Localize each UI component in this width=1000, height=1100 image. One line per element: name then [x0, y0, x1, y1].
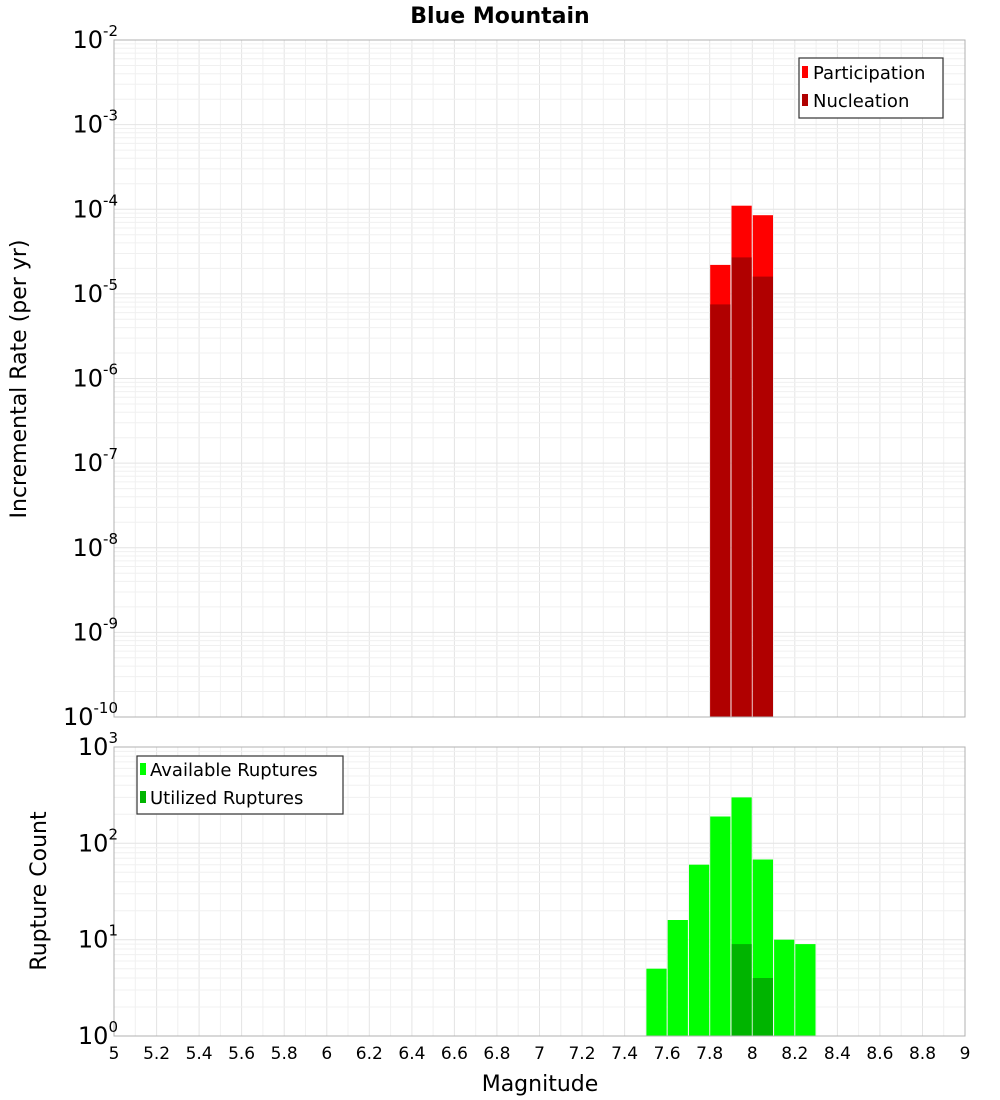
x-tick-label: 7	[534, 1044, 545, 1064]
x-tick-label: 8	[747, 1044, 758, 1064]
x-tick-label: 8.2	[781, 1044, 808, 1064]
x-tick-label: 5	[109, 1044, 120, 1064]
x-tick-labels: 5 5.2 5.4 5.6 5.8 6 6.2 6.4 6.6 6.8 7 7.2 7.4 7.6 7.8 8…	[109, 1044, 971, 1064]
legend-label-nucleation: Nucleation	[813, 91, 909, 112]
legend-swatch-nucleation	[802, 94, 808, 106]
x-tick-label: 7.4	[611, 1044, 638, 1064]
top-y-axis-label: Incremental Rate (per yr)	[7, 240, 32, 519]
legend-label-utilized-ruptures: Utilized Ruptures	[150, 788, 303, 809]
top-y-tick-label: 10-4	[72, 191, 118, 223]
available-ruptures-bar	[774, 939, 795, 1036]
top-gridlines	[113, 40, 966, 718]
x-tick-label: 5.8	[271, 1044, 298, 1064]
bottom-legend: Available Ruptures Utilized Ruptures	[136, 755, 344, 815]
top-y-tick-label: 10-10	[63, 699, 118, 731]
bottom-y-tick-label: 103	[78, 729, 118, 761]
x-tick-label: 8.4	[824, 1044, 851, 1064]
top-y-tick-label: 10-2	[72, 22, 118, 54]
x-axis-label: Magnitude	[482, 1072, 599, 1097]
top-legend-box	[798, 57, 944, 119]
bottom-y-tick-label: 102	[78, 825, 118, 857]
nucleation-bar	[710, 304, 731, 717]
available-ruptures-bar	[795, 944, 816, 1036]
top-bars	[710, 205, 773, 717]
bottom-y-tick-label: 100	[78, 1018, 118, 1050]
x-tick-label: 8.8	[909, 1044, 936, 1064]
legend-label-participation: Participation	[813, 63, 925, 84]
available-ruptures-bar	[646, 968, 667, 1036]
legend-swatch-utilized-ruptures	[140, 791, 146, 803]
x-tick-label: 6.8	[483, 1044, 510, 1064]
bottom-y-tick-label: 101	[78, 922, 118, 954]
top-y-tick-label: 10-3	[72, 107, 118, 139]
x-tick-label: 5.2	[143, 1044, 170, 1064]
chart-title: Blue Mountain	[410, 4, 589, 29]
top-plot-frame	[113, 39, 966, 718]
top-y-tick-label: 10-6	[72, 361, 118, 393]
top-y-tick-label: 10-8	[72, 530, 118, 562]
top-legend: Participation Nucleation	[798, 57, 944, 119]
bottom-y-axis-label: Rupture Count	[27, 811, 52, 971]
x-tick-label: 6.2	[356, 1044, 383, 1064]
x-tick-label: 6.4	[398, 1044, 425, 1064]
top-y-tick-label: 10-9	[72, 614, 118, 646]
utilized-ruptures-bar	[731, 944, 752, 1036]
bottom-plot-frame	[113, 746, 966, 1037]
bottom-legend-box	[136, 755, 344, 815]
available-ruptures-bar	[710, 816, 731, 1036]
bottom-plot-panel: 100 101 102 103 5 5.2 5.4 5.6 5.8 6 6.2 6.4 6.6 6.8 7…	[27, 729, 970, 1097]
x-tick-label: 6	[321, 1044, 332, 1064]
x-tick-label: 6.6	[441, 1044, 468, 1064]
bottom-y-tick-labels: 100 101 102 103	[78, 729, 118, 1050]
top-y-tick-label: 10-7	[72, 445, 118, 477]
nucleation-bar	[731, 257, 752, 717]
x-tick-label: 7.2	[568, 1044, 595, 1064]
top-plot-panel: 10-10 10-9 10-8 10-7 10-6 10-5 10-4 10-3 10-2 In…	[7, 22, 966, 731]
legend-swatch-participation	[802, 66, 808, 78]
x-tick-label: 5.6	[228, 1044, 255, 1064]
top-y-tick-label: 10-5	[72, 276, 118, 308]
legend-swatch-available-ruptures	[140, 763, 146, 775]
legend-label-available-ruptures: Available Ruptures	[150, 760, 318, 781]
utilized-ruptures-bar	[752, 978, 773, 1036]
x-tick-label: 5.4	[186, 1044, 213, 1064]
x-tick-label: 7.8	[696, 1044, 723, 1064]
top-y-tick-labels: 10-10 10-9 10-8 10-7 10-6 10-5 10-4 10-3 10-2	[63, 22, 118, 731]
bottom-bars	[646, 797, 816, 1036]
x-tick-label: 9	[960, 1044, 971, 1064]
nucleation-bar	[752, 276, 773, 717]
x-tick-label: 7.6	[654, 1044, 681, 1064]
available-ruptures-bar	[689, 864, 710, 1036]
x-tick-label: 8.6	[866, 1044, 893, 1064]
available-ruptures-bar	[667, 920, 688, 1036]
